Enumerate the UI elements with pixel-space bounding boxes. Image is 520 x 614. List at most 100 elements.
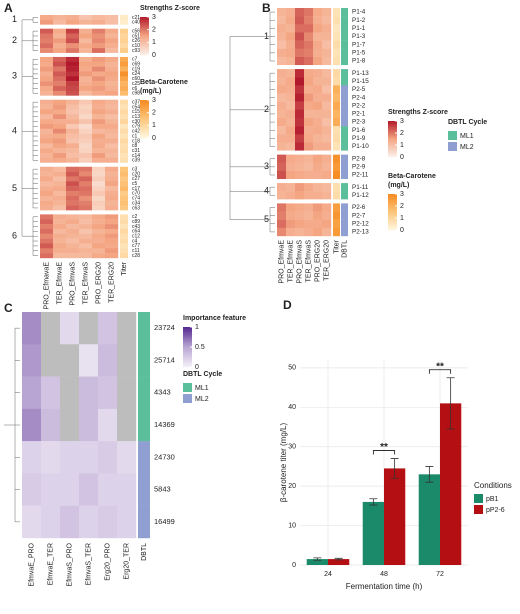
heatmap-cell [79,243,93,249]
legend-label: pB1 [486,496,499,503]
heatmap-cell [60,312,80,345]
titer-cell [333,40,340,49]
heatmap-cell [53,233,67,239]
heatmap-cell [277,170,287,180]
titer-cell [333,16,340,25]
heatmap-cell [53,86,67,92]
colorbar-segment [140,126,149,129]
heatmap-cell [295,191,305,200]
heatmap-cell [105,109,119,115]
heatmap-cell [66,128,80,134]
row-label: c37 [132,99,140,105]
heatmap-cell [105,71,119,77]
heatmap-cell [40,43,54,49]
heatmap-cell [40,224,54,230]
heatmap-cell [66,214,80,220]
heatmap-cell [105,253,119,259]
heatmap-cell [295,126,305,135]
bar [418,474,440,565]
colorbar-tick-label: 0 [152,135,156,142]
legend-swatch [183,394,192,403]
heatmap-cell [295,162,305,172]
heatmap-cell [277,227,287,237]
cluster-label: 1 [264,31,269,41]
row-label: P2-11 [352,172,369,179]
colorbar-segment [388,203,397,205]
dbtl-cell [341,24,348,33]
colorbar-segment [140,112,149,115]
row-label: c1 [132,133,138,139]
heatmap-cell [92,104,106,110]
colorbar-segment [140,18,149,21]
heatmap-cell [277,134,287,143]
heatmap-cell [40,109,54,115]
heatmap-cell [40,253,54,259]
colorbar-segment [140,51,149,54]
colorbar-segment [183,362,192,364]
colorbar-tick-label: 0 [195,364,199,371]
cluster-gap [277,199,348,204]
titer-cell [120,186,128,192]
colorbar-segment [388,122,397,125]
cluster-label: 3 [12,71,17,81]
colorbar-segment [140,114,149,117]
cluster-label: 5 [264,214,269,224]
heatmap-cell [313,126,323,135]
heatmap-cell [40,61,54,67]
heatmap-cell [313,134,323,143]
column-label: TER_EfmvaE [56,262,63,305]
heatmap-cell [53,214,67,220]
heatmap-cell [40,38,54,44]
error-bar [313,557,322,561]
row-label: P1-12 [352,192,369,199]
titer-cell [120,90,128,96]
colorbar-segment [140,117,149,120]
heatmap-cell [117,408,137,442]
dbtl-cell [341,170,348,180]
heatmap-cell [277,93,287,102]
heatmap-cell [304,93,314,102]
heatmap-cell [105,148,119,154]
heatmap-cell [277,16,287,25]
colorbar-segment [183,335,192,338]
colorbar-segment [140,48,149,51]
column-label: Erg20_PRO [104,542,111,580]
titer-cell [120,128,128,134]
colorbar-segment [388,218,397,220]
heatmap-cell [79,176,93,182]
titer-cell [333,211,340,220]
heatmap-cell [40,176,54,182]
heatmap-cell [105,143,119,149]
heatmap-cell [40,243,54,249]
legend-title: (mg/L) [388,182,409,189]
titer-cell [333,191,340,200]
row-label: c25 [132,81,140,87]
heatmap-cell [22,312,42,345]
legend-title: Strengths Z-score [388,109,448,116]
heatmap-cell [92,233,106,239]
colorbar-segment [140,43,149,46]
column-label: Titer [333,239,340,253]
legend-title: Importance feature [183,315,246,322]
titer-cell [120,228,128,234]
panel-letter: D [283,298,292,312]
heatmap-cell [277,183,287,192]
column-label: PRO_EfmvaS [69,262,76,306]
column-label: PRO_EfmvaE [278,240,285,284]
heatmap-cell [313,203,323,212]
colorbar-segment [140,101,149,104]
row-label: c93 [132,48,140,54]
heatmap-cell [53,148,67,154]
row-label: c18 [132,138,140,144]
row-label: c43 [132,224,140,230]
heatmap-cell [79,171,93,177]
heatmap-cell [277,191,287,200]
titer-cell [333,134,340,143]
row-label: c27 [132,176,140,182]
heatmap-cell [313,8,323,17]
legend-title: (mg/L) [140,88,161,95]
row-label: P1-7 [352,41,366,48]
heatmap-cell [79,90,93,96]
heatmap-cell [79,248,93,254]
heatmap-cell [322,40,332,49]
